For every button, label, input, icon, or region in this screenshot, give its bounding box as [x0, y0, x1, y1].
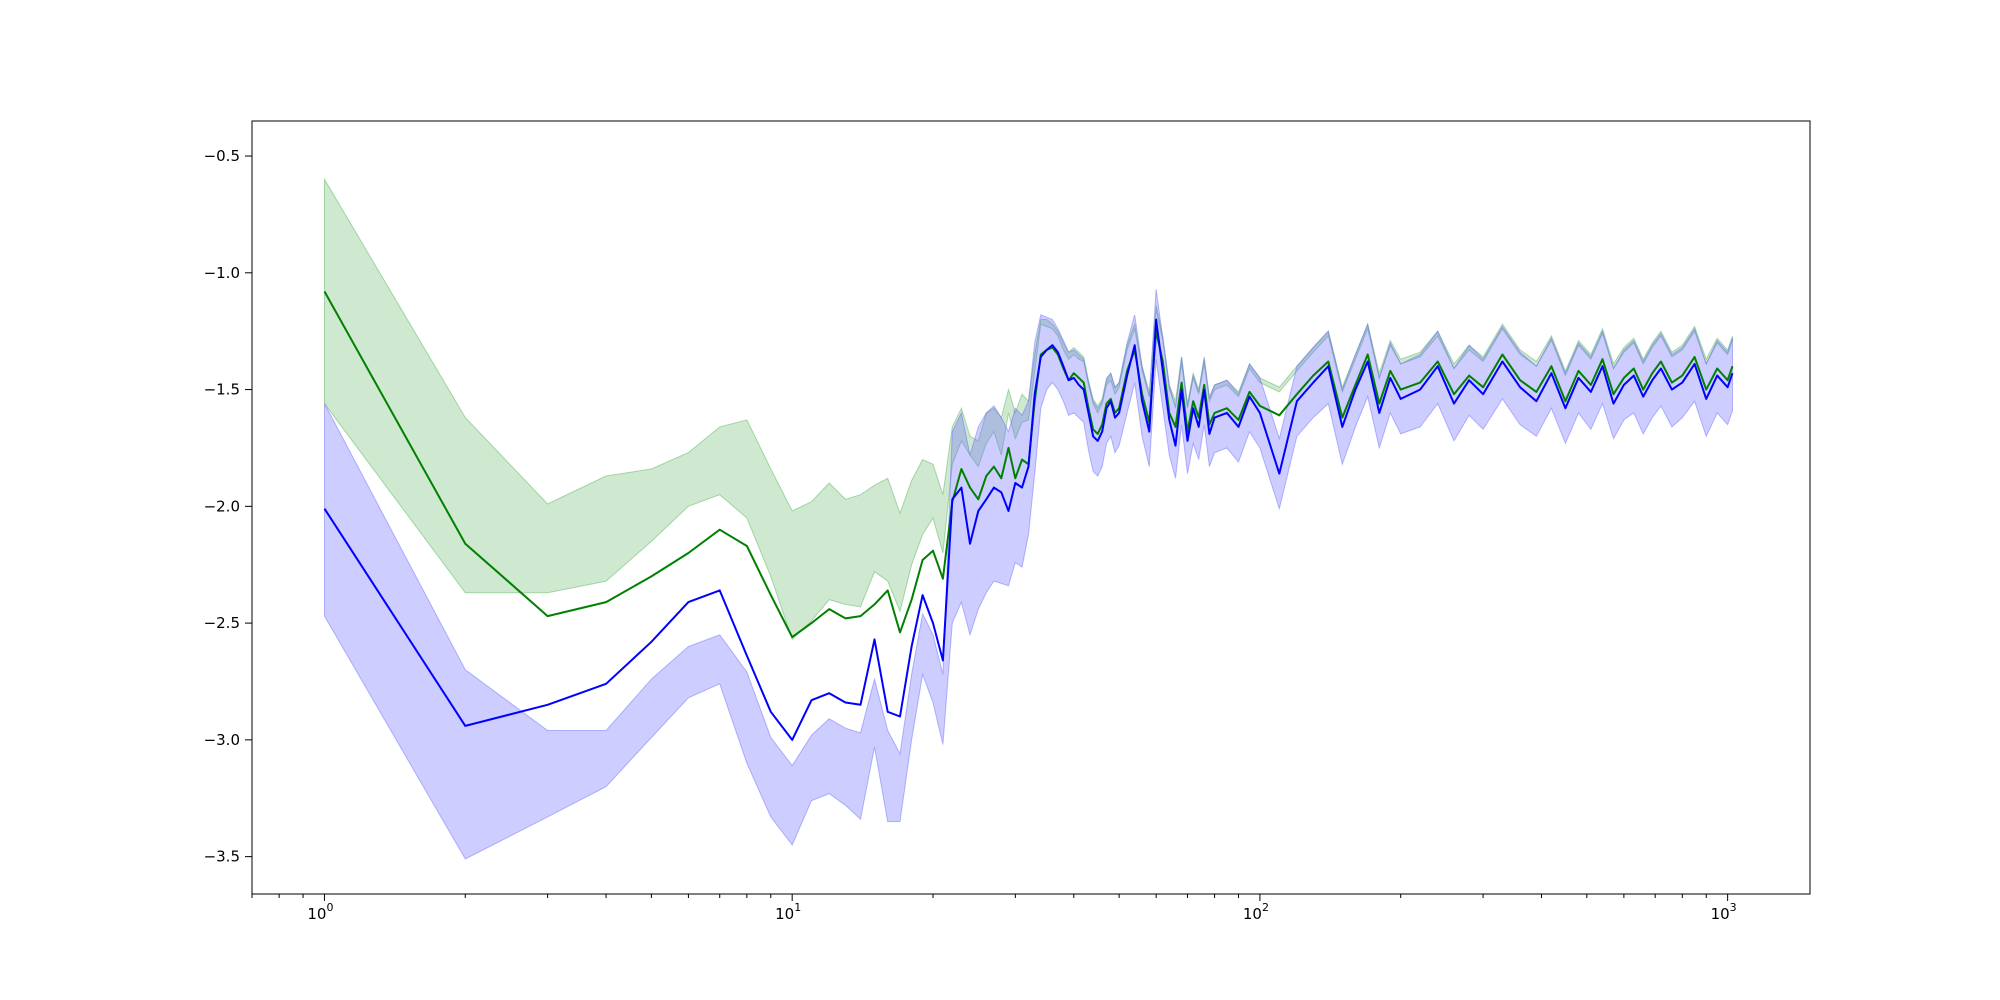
x-tick-base: 10	[1711, 905, 1730, 923]
x-tick-base: 10	[1243, 905, 1262, 923]
x-tick-label: 101	[775, 901, 801, 923]
x-tick-label: 102	[1243, 901, 1269, 923]
x-tick-base: 10	[307, 905, 326, 923]
plot-frame	[251, 120, 1811, 895]
x-tick-label: 100	[307, 901, 333, 923]
series-1-band	[324, 177, 1733, 641]
y-tick-label: −3.0	[204, 731, 240, 749]
series-2-band	[324, 289, 1733, 860]
series-lines	[323, 291, 1734, 741]
x-axis: 100 101 102 103	[251, 894, 1737, 923]
y-tick-label: −1.5	[204, 381, 240, 399]
y-axis: −0.5 −1.0 −1.5 −2.0 −2.5 −3.0 −3.5	[204, 147, 252, 866]
x-tick-exponent: 0	[326, 901, 333, 914]
x-tick-exponent: 2	[1262, 901, 1269, 914]
x-tick-base: 10	[775, 905, 794, 923]
y-tick-label: −0.5	[204, 147, 240, 165]
x-tick-exponent: 1	[794, 901, 801, 914]
y-tick-label: −2.0	[204, 497, 240, 515]
x-tick-exponent: 3	[1730, 901, 1737, 914]
y-tick-label: −1.0	[204, 264, 240, 282]
series-2-line	[323, 318, 1734, 741]
y-tick-label: −2.5	[204, 614, 240, 632]
y-tick-label: −3.5	[204, 848, 240, 866]
x-tick-label: 103	[1711, 901, 1737, 923]
confidence-bands	[324, 177, 1733, 860]
